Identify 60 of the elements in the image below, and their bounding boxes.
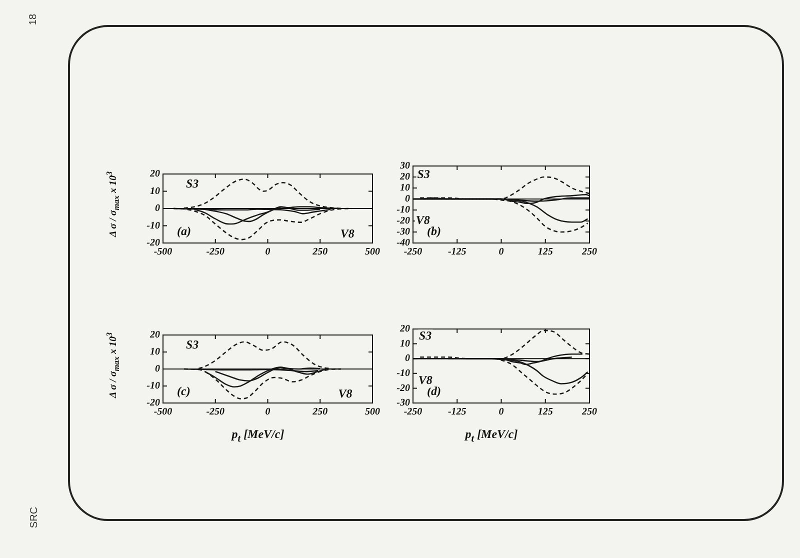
- y-tick-label: 0: [155, 364, 160, 375]
- y-tick-label: 10: [400, 338, 410, 350]
- y-tick-label: 10: [150, 346, 160, 358]
- annotation: (a): [177, 224, 191, 238]
- y-tick-label: 30: [399, 160, 410, 172]
- y-tick-label: -20: [396, 382, 410, 394]
- x-tick-label: -125: [448, 406, 466, 418]
- x-tick-label: 125: [538, 246, 553, 258]
- x-tick-label: 250: [312, 406, 328, 418]
- y-tick-label: 20: [399, 172, 410, 183]
- annotation: S3: [186, 337, 199, 352]
- x-tick-label: 0: [498, 246, 504, 258]
- annotation: (b): [427, 224, 441, 238]
- x-tick-label: 250: [312, 246, 328, 258]
- text: 18: [28, 14, 40, 26]
- y-tick-label: -10: [146, 220, 160, 232]
- y-tick-label: -30: [396, 398, 410, 409]
- annotation: S3: [419, 328, 432, 342]
- annotation: (d): [427, 384, 441, 398]
- x-tick-label: -500: [154, 406, 172, 418]
- x-tick-label: 500: [365, 246, 380, 258]
- y-tick-label: 0: [155, 203, 160, 214]
- y-tick-label: 0: [405, 353, 410, 364]
- y-tick-label: 10: [150, 186, 160, 197]
- x-tick-label: -500: [154, 246, 172, 258]
- annotation: V8: [338, 386, 352, 401]
- x-tick-label: -125: [448, 246, 466, 258]
- annotation: V8: [418, 372, 432, 387]
- y-tick-label: -40: [396, 238, 410, 249]
- x-tick-label: -250: [206, 246, 225, 258]
- y-tick-label: 20: [149, 330, 160, 341]
- x-tick-label: 250: [581, 246, 597, 258]
- annotation: (c): [177, 384, 190, 398]
- text: SRC: [29, 506, 40, 528]
- annotation: S3: [417, 166, 430, 181]
- x-tick-label: 0: [498, 406, 504, 418]
- annotation: S3: [186, 176, 199, 190]
- y-tick-label: -20: [146, 238, 160, 249]
- annotation: V8: [416, 213, 430, 228]
- annotation: V8: [340, 226, 354, 240]
- x-tick-label: 0: [265, 246, 270, 258]
- y-tick-label: 10: [400, 182, 410, 194]
- x-tick-label: 250: [581, 406, 597, 418]
- y-tick-label: 20: [149, 168, 160, 180]
- x-tick-label: -250: [404, 246, 422, 258]
- x-axis-title: p$_{t}$ [MeV/c]: [230, 427, 286, 444]
- y-tick-label: -10: [146, 380, 160, 392]
- y-tick-label: -10: [396, 368, 410, 379]
- x-axis-title: p$_{t}$ [MeV/c]: [464, 427, 519, 444]
- y-tick-label: -20: [146, 398, 160, 409]
- x-tick-label: -250: [206, 406, 225, 418]
- y-tick-label: -30: [396, 226, 410, 238]
- x-tick-label: 500: [365, 406, 380, 418]
- x-tick-label: 125: [538, 406, 553, 418]
- y-tick-label: 20: [399, 324, 410, 335]
- y-tick-label: -10: [396, 204, 410, 216]
- y-tick-label: -20: [396, 216, 410, 227]
- x-tick-label: -250: [404, 406, 422, 418]
- x-tick-label: 0: [265, 406, 270, 418]
- y-tick-label: 0: [405, 194, 410, 205]
